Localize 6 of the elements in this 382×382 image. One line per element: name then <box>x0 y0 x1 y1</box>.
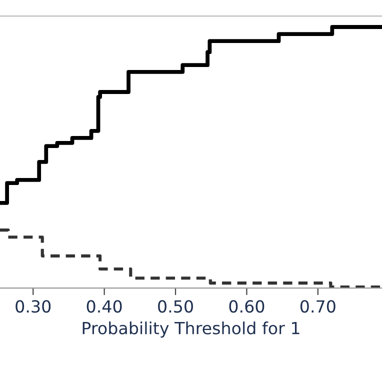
x-tick-label: 0.70 <box>300 300 336 313</box>
x-axis-title: Probability Threshold for 1 <box>82 322 300 338</box>
x-tick-label: 0.60 <box>229 300 264 313</box>
x-tick-label: 0.30 <box>16 300 51 313</box>
x-tick-label: 0.50 <box>158 300 193 313</box>
x-tick-label: 0.40 <box>86 300 122 313</box>
